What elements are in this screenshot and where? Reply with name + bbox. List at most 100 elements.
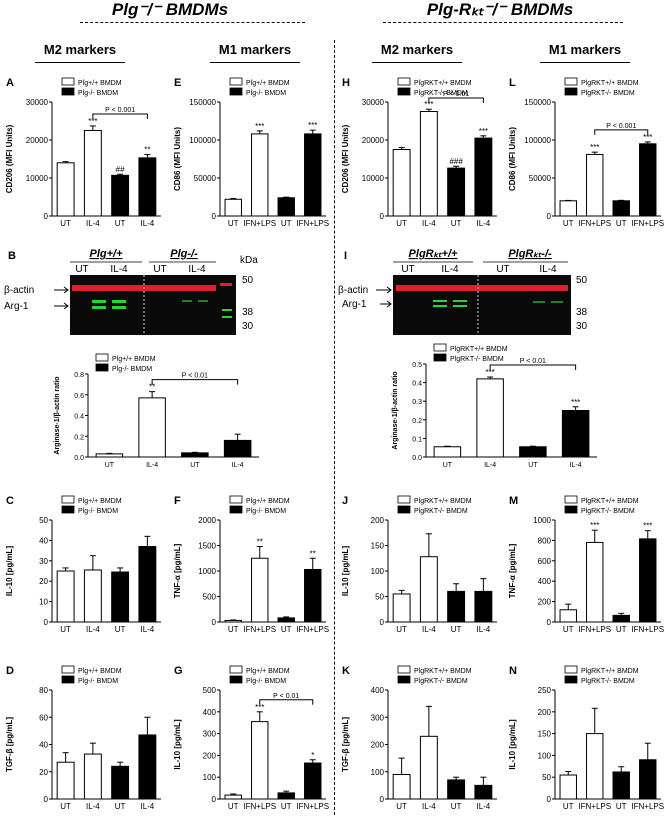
right-header: Plg-Rₖₜ⁻/⁻ BMDMs bbox=[426, 0, 574, 19]
legend-swatch bbox=[397, 495, 411, 504]
legend-swatch bbox=[397, 665, 411, 674]
y-tick-label: 0 bbox=[44, 618, 49, 627]
x-tick-label: UT bbox=[281, 802, 292, 811]
x-tick-label: UT bbox=[60, 219, 71, 228]
x-tick-label: IFN+LPS bbox=[296, 625, 329, 634]
p-value-label: P < 0.01 bbox=[182, 373, 208, 380]
x-tick-label: IL-4 bbox=[476, 219, 490, 228]
bar bbox=[224, 198, 242, 217]
chart-H-legend: PlgRKT+/+ BMDM PlgRKT-/- BMDM bbox=[397, 77, 472, 97]
y-tick-label: 0 bbox=[212, 795, 217, 804]
panel-letter-J: J bbox=[342, 495, 348, 507]
chart-E-legend: Plg+/+ BMDM Plg-/- BMDM bbox=[229, 77, 290, 97]
bar bbox=[392, 149, 411, 217]
bar bbox=[433, 446, 462, 458]
blot-I-genotype-2: PlgRₖₜ-/- bbox=[508, 248, 552, 260]
legend-swatch bbox=[61, 77, 75, 86]
chart-J-legend: PlgRKT+/+ BMDM PlgRKT-/- BMDM bbox=[397, 495, 472, 515]
y-tick-label: 600 bbox=[538, 557, 552, 566]
bar bbox=[392, 593, 411, 623]
x-tick-label: UT bbox=[563, 625, 574, 634]
p-value-label: P < 0.01 bbox=[443, 91, 469, 98]
legend-label: Plg+/+ BMDM bbox=[246, 668, 290, 675]
legend-swatch bbox=[229, 505, 243, 514]
legend-label: PlgRKT-/- BMDM bbox=[414, 90, 468, 97]
y-tick-label: 100 bbox=[538, 751, 552, 760]
blot-B-marker-38: 38 bbox=[242, 307, 254, 318]
column-underline-4 bbox=[540, 62, 630, 63]
panel-N: N PlgRKT+/+ BMDM PlgRKT-/- BMDM 0 50 100 150 20… bbox=[505, 660, 667, 815]
y-tick-label: 300 bbox=[371, 713, 385, 722]
legend-swatch bbox=[61, 495, 75, 504]
panel-C: C Plg+/+ BMDM Plg-/- BMDM 0 10 20 30 40 50 IL-10 … bbox=[2, 490, 167, 638]
bar bbox=[474, 784, 493, 800]
x-tick-label: UT bbox=[616, 802, 627, 811]
column-label-m2-right: M2 markers bbox=[380, 42, 454, 57]
legend-label: Plg-/- BMDM bbox=[78, 508, 118, 515]
blot-B-lane-1: UT bbox=[75, 264, 88, 275]
significance-mark: ## bbox=[116, 165, 125, 174]
column-underline-3 bbox=[372, 62, 462, 63]
legend-swatch bbox=[95, 353, 109, 362]
legend-label: Plg+/+ BMDM bbox=[246, 498, 290, 505]
legend-swatch bbox=[397, 675, 411, 684]
x-tick-label: IL-4 bbox=[484, 462, 496, 469]
blot-I-lane-4: IL-4 bbox=[539, 264, 557, 275]
significance-mark: *** bbox=[88, 117, 97, 126]
y-tick-label: 50 bbox=[542, 773, 551, 782]
chart-J-svg: J PlgRKT+/+ BMDM PlgRKT-/- BMDM 0 50 100 150 20… bbox=[341, 495, 497, 634]
bar bbox=[476, 378, 504, 458]
x-tick-label: UT bbox=[115, 219, 126, 228]
legend-swatch bbox=[229, 495, 243, 504]
y-tick-label: 0.8 bbox=[74, 372, 84, 379]
bar bbox=[277, 792, 295, 800]
y-tick-label: 150000 bbox=[524, 98, 551, 107]
chart-K-svg: K PlgRKT+/+ BMDM PlgRKT-/- BMDM 0 100 200 300 4… bbox=[341, 665, 497, 811]
bar bbox=[181, 452, 209, 458]
blot-B-marker-50: 50 bbox=[242, 275, 254, 286]
y-tick-label: 200 bbox=[371, 516, 385, 525]
y-tick-label: 20 bbox=[39, 768, 48, 777]
blot-I-lane-3: UT bbox=[496, 264, 509, 275]
y-tick-label: 0.3 bbox=[412, 399, 422, 406]
panel-H: H PlgRKT+/+ BMDM PlgRKT-/- BMDM 0 10000 20000… bbox=[338, 72, 503, 232]
x-tick-label: UT bbox=[451, 625, 462, 634]
chart-D-legend: Plg+/+ BMDM Plg-/- BMDM bbox=[61, 665, 122, 685]
significance-mark: *** bbox=[308, 121, 317, 130]
x-tick-label: IL-4 bbox=[570, 462, 582, 469]
panel-I-quant: PlgRKT+/+ BMDM PlgRKT-/- BMDM 0.0 0.1 0.2 0.3… bbox=[388, 338, 603, 473]
bar bbox=[447, 167, 466, 217]
chart-Iq-legend: PlgRKT+/+ BMDM PlgRKT-/- BMDM bbox=[433, 343, 508, 363]
significance-mark: *** bbox=[590, 521, 599, 530]
x-tick-label: UT bbox=[616, 625, 627, 634]
bar bbox=[304, 568, 322, 623]
y-tick-label: 400 bbox=[203, 708, 217, 717]
bar bbox=[56, 761, 75, 800]
y-tick-label: 1000 bbox=[198, 567, 216, 576]
bar bbox=[223, 439, 252, 458]
chart-D-svg: D Plg+/+ BMDM Plg-/- BMDM 0 20 40 60 80 TGF-β [p… bbox=[5, 665, 161, 811]
y-tick-label: 0 bbox=[547, 212, 552, 221]
column-underline-2 bbox=[210, 62, 300, 63]
panel-letter-M: M bbox=[509, 495, 518, 507]
y-axis-label: Arginase-1/β-actin ratio bbox=[54, 376, 61, 454]
y-axis-label: IL-10 [pg/mL] bbox=[508, 719, 517, 770]
blot-B-kda: kDa bbox=[240, 255, 258, 266]
x-tick-label: IFN+LPS bbox=[243, 219, 276, 228]
bar bbox=[419, 111, 438, 217]
bar bbox=[56, 570, 75, 623]
legend-label: PlgRKT+/+ BMDM bbox=[414, 498, 472, 505]
bar bbox=[519, 446, 547, 458]
bar bbox=[138, 546, 157, 623]
bar bbox=[586, 541, 604, 623]
bar bbox=[251, 133, 269, 217]
y-tick-label: 200 bbox=[203, 751, 217, 760]
legend-label: PlgRKT+/+ BMDM bbox=[414, 668, 472, 675]
x-tick-label: UT bbox=[281, 219, 292, 228]
x-tick-label: IFN+LPS bbox=[578, 219, 611, 228]
y-tick-label: 0.1 bbox=[412, 436, 422, 443]
y-tick-label: 800 bbox=[538, 536, 552, 545]
y-tick-label: 0 bbox=[380, 795, 385, 804]
legend-label: PlgRKT-/- BMDM bbox=[450, 356, 504, 363]
x-tick-label: UT bbox=[563, 219, 574, 228]
